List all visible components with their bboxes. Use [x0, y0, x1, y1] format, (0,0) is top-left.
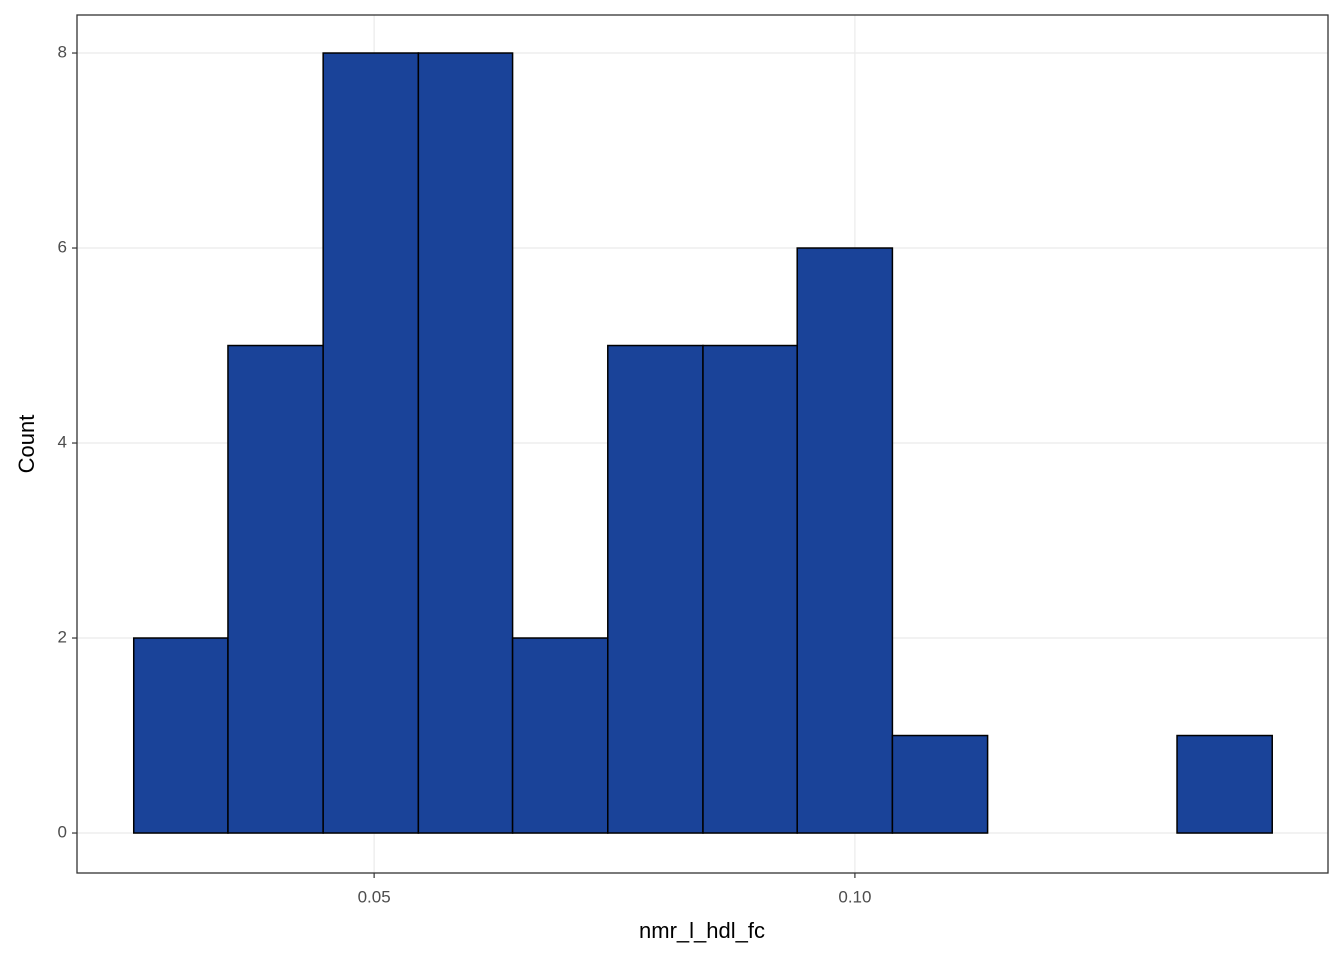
y-tick-label: 4 — [58, 433, 67, 452]
bar — [227, 344, 324, 834]
bar — [322, 52, 420, 834]
y-axis-title: Count — [14, 415, 39, 474]
bar — [511, 637, 609, 834]
bar — [702, 344, 798, 834]
x-tick-label: 0.05 — [358, 887, 391, 906]
y-tick-label: 6 — [58, 238, 67, 257]
panel-border — [76, 14, 1329, 874]
y-tick-label: 0 — [58, 823, 67, 842]
bar — [132, 637, 229, 834]
bar — [417, 52, 514, 834]
bar — [891, 734, 989, 834]
x-axis-title: nmr_l_hdl_fc — [639, 918, 765, 943]
y-tick-label: 2 — [58, 628, 67, 647]
bar — [607, 344, 704, 834]
y-tick-label: 8 — [58, 43, 67, 62]
x-tick-label: 0.10 — [838, 887, 871, 906]
bar — [796, 247, 894, 834]
bar — [1176, 734, 1273, 834]
